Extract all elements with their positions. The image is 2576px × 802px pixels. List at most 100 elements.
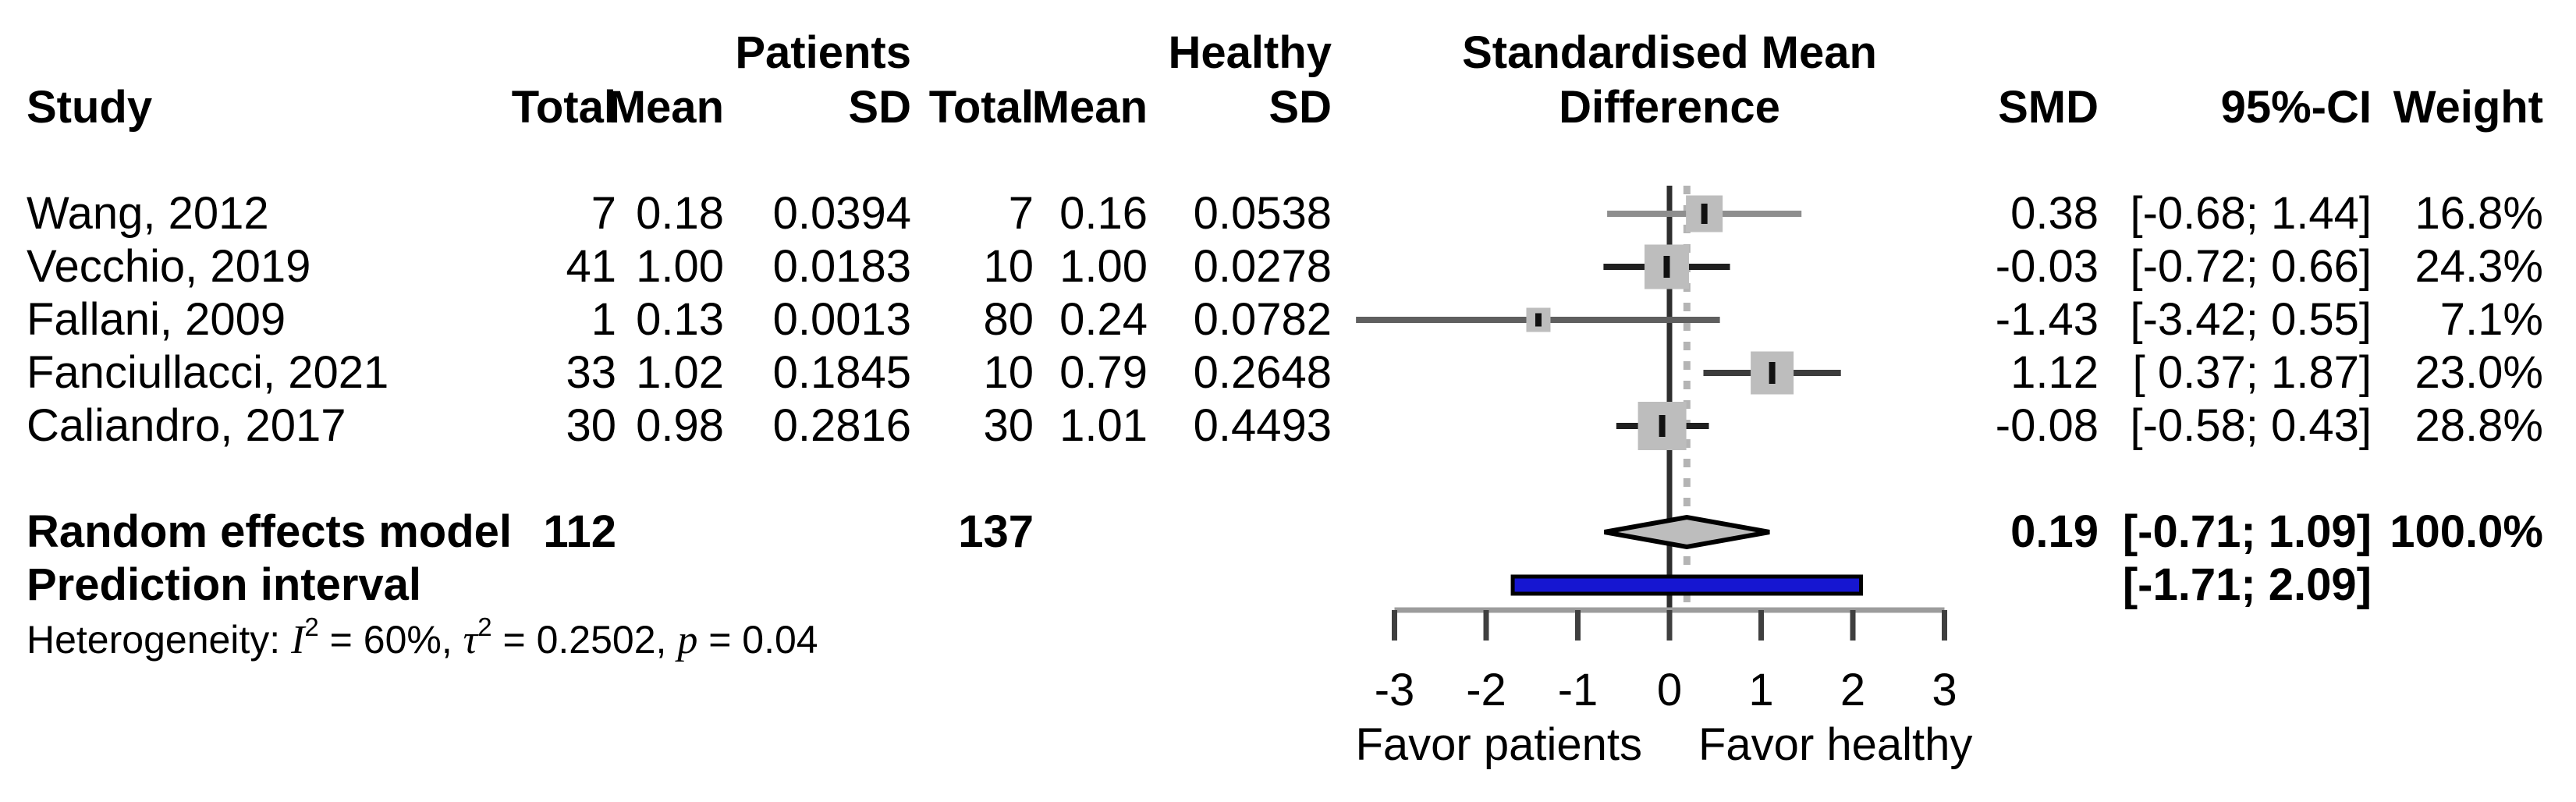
healthy-sd-value: 0.2648	[1193, 347, 1332, 398]
study-label: Caliandro, 2017	[27, 400, 346, 451]
healthy-mean-value: 0.79	[1059, 347, 1148, 398]
prediction-interval-ci-value: [-1.71; 2.09]	[2122, 559, 2372, 610]
healthy-sd-value: 0.0278	[1193, 241, 1332, 292]
column-header-patients-total: Total	[511, 82, 616, 133]
ci-value: [-3.42; 0.55]	[2130, 294, 2372, 345]
p-value: = 0.04	[697, 618, 818, 662]
summary-patients-total: 112	[543, 506, 616, 557]
patients-total-value: 1	[591, 294, 616, 345]
plot-title-line1: Standardised Mean	[1462, 27, 1877, 78]
ci-value: [-0.72; 0.66]	[2130, 241, 2372, 292]
ci-value: [ 0.37; 1.87]	[2132, 347, 2372, 398]
patients-sd-value: 0.1845	[772, 347, 911, 398]
weight-value: 23.0%	[2415, 347, 2543, 398]
study-label: Vecchio, 2019	[27, 241, 311, 292]
healthy-mean-value: 1.00	[1059, 241, 1148, 292]
i-squared-exponent: 2	[304, 612, 319, 641]
smd-value: 1.12	[2010, 347, 2099, 398]
patients-total-value: 30	[566, 400, 616, 451]
point-marker	[1769, 362, 1776, 384]
study-label: Wang, 2012	[27, 188, 269, 239]
i-squared-symbol: I	[291, 618, 305, 662]
patients-total-value: 41	[566, 241, 616, 292]
point-marker	[1701, 204, 1708, 224]
column-header-weight: Weight	[2393, 82, 2543, 133]
summary-diamond	[1604, 514, 1770, 550]
column-header-smd: SMD	[1998, 82, 2099, 133]
axis-tick-label: -1	[1557, 665, 1598, 715]
weight-value: 16.8%	[2415, 188, 2543, 239]
heterogeneity-note: Heterogeneity: I2 = 60%, τ2 = 0.2502, p …	[27, 614, 818, 662]
patients-total-value: 33	[566, 347, 616, 398]
column-header-healthy-mean: Mean	[1031, 82, 1148, 133]
column-header-ci: 95%-CI	[2220, 82, 2372, 133]
summary-ci-value: [-0.71; 1.09]	[2122, 506, 2372, 557]
tau-squared-value: = 0.2502,	[491, 618, 678, 662]
summary-smd-value: 0.19	[2010, 506, 2099, 557]
patients-sd-value: 0.0183	[772, 241, 911, 292]
heterogeneity-prefix: Heterogeneity:	[27, 618, 292, 662]
patients-sd-value: 0.2816	[772, 400, 911, 451]
axis-label-favor-healthy: Favor healthy	[1698, 719, 1973, 770]
summary-weight-value: 100.0%	[2390, 506, 2543, 557]
weight-value: 7.1%	[2439, 294, 2543, 345]
prediction-interval-label: Prediction interval	[27, 559, 422, 610]
weight-value: 24.3%	[2415, 241, 2543, 292]
axis-tick-label: 3	[1932, 665, 1957, 715]
smd-value: -0.08	[1995, 400, 2099, 451]
patients-mean-value: 1.00	[636, 241, 724, 292]
patients-total-value: 7	[591, 188, 616, 239]
column-header-patients-mean: Mean	[608, 82, 724, 133]
healthy-sd-value: 0.4493	[1193, 400, 1332, 451]
smd-value: 0.38	[2010, 188, 2099, 239]
patients-sd-value: 0.0013	[772, 294, 911, 345]
point-marker	[1535, 313, 1542, 327]
weight-value: 28.8%	[2415, 400, 2543, 451]
healthy-sd-value: 0.0782	[1193, 294, 1332, 345]
column-header-healthy-sd: SD	[1268, 82, 1332, 133]
patients-mean-value: 0.18	[636, 188, 724, 239]
axis-tick-label: 0	[1656, 665, 1683, 715]
column-header-healthy-total: Total	[928, 82, 1034, 133]
healthy-mean-value: 0.24	[1059, 294, 1148, 345]
column-header-study: Study	[27, 82, 153, 133]
smd-value: -0.03	[1995, 241, 2099, 292]
healthy-mean-value: 1.01	[1059, 400, 1148, 451]
column-header-patients-sd: SD	[848, 82, 911, 133]
study-label: Fallani, 2009	[27, 294, 286, 345]
healthy-total-value: 7	[1008, 188, 1034, 239]
summary-label: Random effects model	[27, 506, 512, 557]
ci-value: [-0.68; 1.44]	[2130, 188, 2372, 239]
ci-value: [-0.58; 0.43]	[2130, 400, 2372, 451]
column-group-healthy: Healthy	[1168, 27, 1332, 78]
prediction-interval-bar	[1510, 574, 1864, 596]
healthy-total-value: 80	[983, 294, 1034, 345]
patients-sd-value: 0.0394	[772, 188, 911, 239]
p-symbol: p	[677, 618, 698, 662]
axis-tick-label: 1	[1748, 665, 1774, 715]
patients-mean-value: 0.13	[636, 294, 724, 345]
smd-value: -1.43	[1995, 294, 2099, 345]
tau-squared-exponent: 2	[477, 612, 492, 641]
column-group-patients: Patients	[735, 27, 911, 78]
healthy-sd-value: 0.0538	[1193, 188, 1332, 239]
axis-label-favor-patients: Favor patients	[1355, 719, 1642, 770]
i-squared-value: = 60%,	[318, 618, 463, 662]
summary-healthy-total: 137	[958, 506, 1034, 557]
axis-tick-label: -3	[1374, 665, 1415, 715]
patients-mean-value: 1.02	[636, 347, 724, 398]
healthy-mean-value: 0.16	[1059, 188, 1148, 239]
patients-mean-value: 0.98	[636, 400, 724, 451]
axis-tick-label: 2	[1840, 665, 1866, 715]
healthy-total-value: 10	[983, 241, 1034, 292]
healthy-total-value: 10	[983, 347, 1034, 398]
axis-tick-label: -2	[1466, 665, 1506, 715]
point-marker	[1663, 256, 1670, 278]
healthy-total-value: 30	[983, 400, 1034, 451]
tau-squared-symbol: τ	[463, 618, 478, 662]
study-label: Fanciullacci, 2021	[27, 347, 389, 398]
point-marker	[1659, 415, 1666, 437]
plot-title-line2: Difference	[1559, 82, 1780, 133]
